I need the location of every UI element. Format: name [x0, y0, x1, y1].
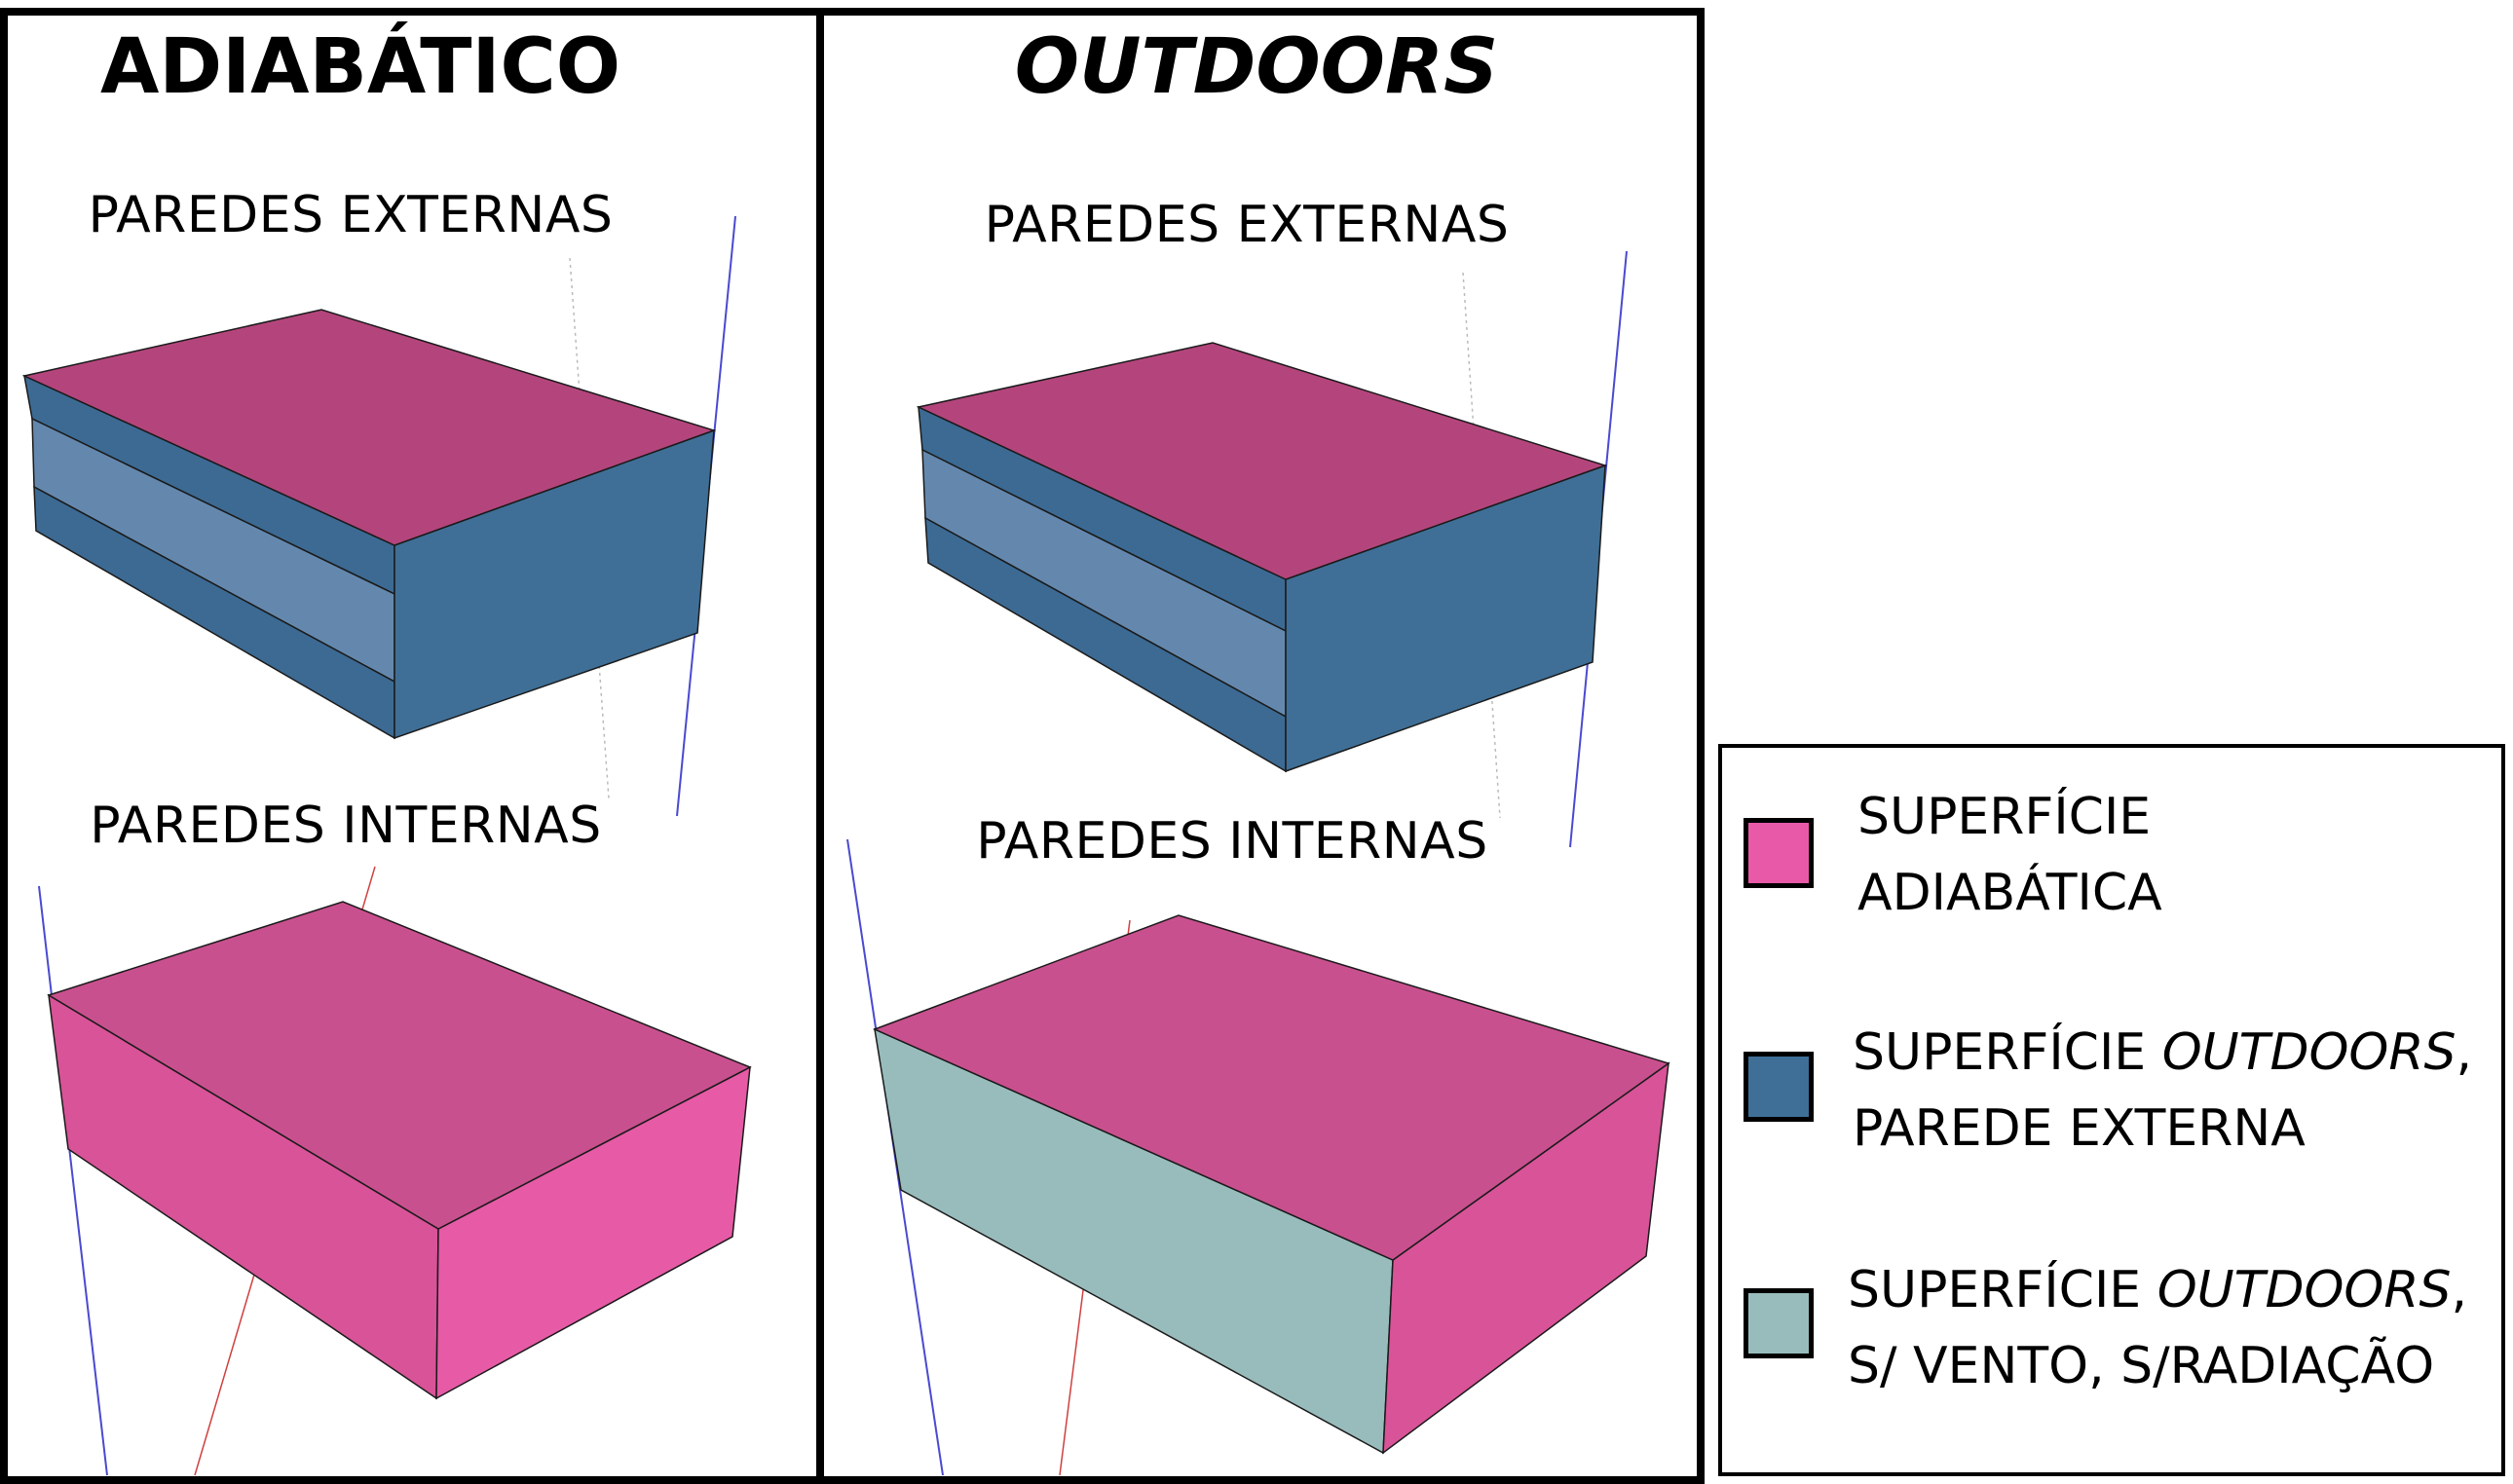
- legend-swatch-2: [1744, 1052, 1814, 1122]
- legend-swatch-1: [1744, 818, 1814, 888]
- legend-label-1: SUPERFÍCIE ADIABÁTICA: [1857, 779, 2162, 931]
- legend-swatch-3: [1744, 1288, 1814, 1358]
- block-top-face: [916, 342, 1608, 580]
- legend-label-line1: SUPERFÍCIE: [1857, 788, 2152, 846]
- block-top-face: [873, 914, 1670, 1261]
- outdoors-external-walls-label: PAREDES EXTERNAS: [984, 196, 1510, 254]
- outdoors-internal-walls-label: PAREDES INTERNAS: [976, 812, 1488, 871]
- adiabatic-external-walls-label: PAREDES EXTERNAS: [88, 186, 614, 244]
- legend-label-line2: ADIABÁTICA: [1857, 864, 2162, 922]
- legend-label-2: SUPERFÍCIE OUTDOORS, PAREDE EXTERNA: [1853, 1015, 2472, 1167]
- adiabatic-title: ADIABÁTICO: [99, 23, 621, 111]
- adiabatic-internal-block: [47, 901, 752, 1400]
- adiabatic-external-block: [21, 309, 717, 740]
- legend: [1718, 744, 2505, 1476]
- adiabatic-internal-walls-label: PAREDES INTERNAS: [90, 797, 602, 855]
- outdoors-external-block: [916, 342, 1608, 773]
- axis-line: [38, 885, 108, 1476]
- outdoors-title: OUTDOORS: [1014, 23, 1499, 111]
- axis-line: [569, 257, 610, 799]
- legend-label-line1: SUPERFÍCIE OUTDOORS,: [1853, 1023, 2473, 1082]
- block-top-face: [47, 901, 752, 1230]
- block-top-face: [21, 309, 717, 546]
- outdoors-internal-block: [873, 914, 1670, 1455]
- legend-label-3: SUPERFÍCIE OUTDOORS, S/ VENTO, S/RADIAÇÃO: [1848, 1252, 2467, 1404]
- legend-label-line2: PAREDE EXTERNA: [1853, 1099, 2306, 1158]
- legend-label-line2: S/ VENTO, S/RADIAÇÃO: [1848, 1337, 2435, 1395]
- legend-label-line1: SUPERFÍCIE OUTDOORS,: [1848, 1261, 2468, 1319]
